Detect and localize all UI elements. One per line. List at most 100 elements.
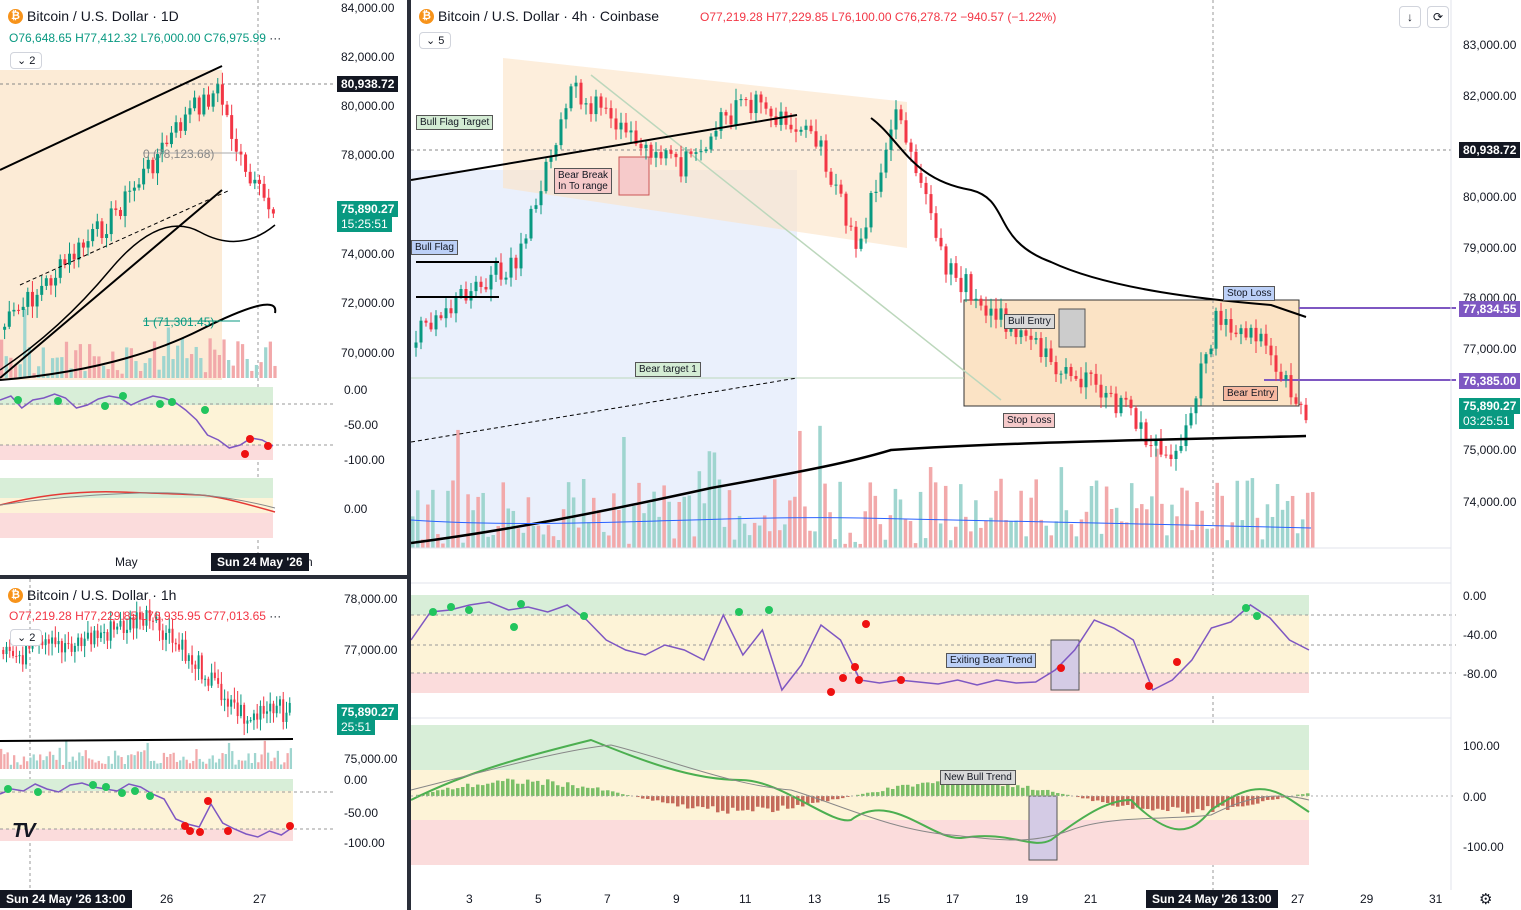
main-candle <box>1269 345 1273 356</box>
macd-histogram-bar <box>566 782 570 796</box>
daily-symbol-header[interactable]: ₿ Bitcoin / U.S. Dollar · 1D <box>8 8 179 24</box>
hourly-indicator-toggle[interactable]: ⌄ 2 <box>10 629 43 646</box>
main-4h-chart-panel[interactable]: ₿ Bitcoin / U.S. Dollar · 4h · Coinbase … <box>411 0 1521 910</box>
macd-histogram-bar <box>531 781 535 796</box>
annotation-new-bull[interactable]: New Bull Trend <box>940 770 1016 785</box>
daily-chart-canvas[interactable] <box>0 0 407 575</box>
osc-dot-red <box>224 827 232 835</box>
main-candle <box>1179 446 1183 451</box>
macd-histogram-bar <box>726 796 730 814</box>
macd-histogram-bar <box>1251 796 1255 805</box>
macd-histogram-bar <box>721 796 725 811</box>
main-candle <box>1054 362 1058 375</box>
macd-histogram-bar <box>931 783 935 796</box>
tradingview-logo-icon[interactable]: TV <box>12 820 36 843</box>
main-osc-label: -80.00 <box>1463 667 1498 681</box>
macd-band <box>411 770 1309 820</box>
main-date-tag: Sun 24 May '26 13:00 <box>1146 890 1278 908</box>
daily-volume-bar <box>88 344 92 378</box>
hourly-candle <box>161 630 164 640</box>
main-candle <box>1219 310 1223 325</box>
hourly-candle <box>145 610 148 626</box>
hourly-candle <box>125 629 128 634</box>
daily-symbol-title: Bitcoin / U.S. Dollar · 1D <box>27 8 179 24</box>
osc-dot-green <box>465 606 473 614</box>
refresh-icon[interactable]: ⟳ <box>1427 6 1449 28</box>
main-symbol-header[interactable]: ₿ Bitcoin / U.S. Dollar · 4h · Coinbase <box>419 8 659 24</box>
main-time-label: 27 <box>1291 892 1305 906</box>
macd-histogram-bar <box>1306 793 1310 796</box>
main-candle <box>1234 332 1238 335</box>
main-volume-bar <box>411 516 415 548</box>
annotation-bull-entry[interactable]: Bull Entry <box>1004 314 1055 329</box>
daily-chart-panel[interactable]: ₿ Bitcoin / U.S. Dollar · 1D O76,648.65 … <box>0 0 407 575</box>
macd-histogram-bar <box>891 789 895 796</box>
annotation-stop-loss-top[interactable]: Stop Loss <box>1223 286 1276 301</box>
main-volume-bar <box>1034 479 1038 548</box>
vertical-splitter[interactable] <box>407 0 411 910</box>
annotation-bear-break[interactable]: Bear Break In To range <box>554 168 613 194</box>
annotation-stop-loss-bottom[interactable]: Stop Loss <box>1003 413 1056 428</box>
annotation-bull-flag[interactable]: Bull Flag <box>411 240 458 255</box>
daily-volume-bar <box>171 359 175 378</box>
hourly-volume-bar <box>201 761 205 769</box>
daily-volume-bar <box>115 370 120 378</box>
main-candle <box>614 118 618 130</box>
main-candle <box>514 257 518 269</box>
hourly-volume-bar <box>169 754 172 769</box>
main-candle <box>1229 319 1233 333</box>
osc-dot-green <box>89 781 97 789</box>
main-macd-label: 100.00 <box>1463 739 1500 753</box>
annotation-exiting-bear[interactable]: Exiting Bear Trend <box>946 653 1037 668</box>
hourly-candle <box>138 612 141 620</box>
hourly-volume-bar <box>13 755 16 769</box>
main-price-tag-entry: 76,385.00 <box>1459 373 1521 389</box>
osc-dot-green <box>429 608 437 616</box>
hourly-volume-bar <box>136 751 140 769</box>
main-candle <box>439 315 443 319</box>
macd-histogram-bar <box>1196 796 1200 809</box>
horizontal-splitter[interactable] <box>0 575 407 579</box>
hourly-candle <box>152 620 155 622</box>
osc-dot-red <box>839 674 847 682</box>
main-candle <box>1104 392 1108 398</box>
annotation-bear-target[interactable]: Bear target 1 <box>635 362 701 377</box>
main-volume-bar <box>511 510 516 548</box>
arrow-down-icon[interactable]: ↓ <box>1399 6 1421 28</box>
hourly-chart-canvas[interactable] <box>0 579 407 910</box>
osc-dot-red <box>241 450 249 458</box>
daily-candle <box>146 159 150 169</box>
annotation-bear-entry[interactable]: Bear Entry <box>1223 386 1279 401</box>
daily-volume-bar <box>162 356 166 378</box>
daily-indicator-toggle[interactable]: ⌄ 2 <box>10 52 43 69</box>
hourly-symbol-header[interactable]: ₿ Bitcoin / U.S. Dollar · 1h <box>8 587 176 603</box>
main-volume-bar <box>1300 519 1305 548</box>
macd-histogram-bar <box>471 787 475 796</box>
main-volume-bar <box>984 520 988 548</box>
hourly-candle <box>103 632 106 634</box>
main-indicator-toggle[interactable]: ⌄ 5 <box>419 32 452 49</box>
macd-histogram-bar <box>561 786 565 796</box>
main-candle <box>1224 319 1228 325</box>
main-chart-canvas[interactable] <box>411 0 1521 910</box>
daily-volume-bar <box>69 368 73 378</box>
main-volume-bar <box>863 511 868 548</box>
main-volume-bar <box>762 515 767 548</box>
macd-histogram-bar <box>1031 789 1035 796</box>
main-volume-bar <box>667 501 671 548</box>
gear-icon[interactable]: ⚙ <box>1479 891 1493 908</box>
main-candle <box>434 315 438 330</box>
hourly-volume-bar <box>257 762 260 769</box>
main-price-label: 79,000.00 <box>1463 241 1517 255</box>
macd-histogram-bar <box>1301 794 1305 796</box>
daily-candle <box>12 309 16 312</box>
annotation-bull-flag-target[interactable]: Bull Flag Target <box>416 115 494 130</box>
daily-volume-bar <box>74 350 78 378</box>
daily-volume-bar <box>50 358 55 378</box>
macd-histogram-bar <box>1156 796 1160 809</box>
osc-dot-red <box>897 676 905 684</box>
main-volume-bar <box>602 531 606 548</box>
hourly-chart-panel[interactable]: ₿ Bitcoin / U.S. Dollar · 1h O77,219.28 … <box>0 579 407 910</box>
main-candle <box>534 205 538 209</box>
daily-candle <box>174 122 178 133</box>
